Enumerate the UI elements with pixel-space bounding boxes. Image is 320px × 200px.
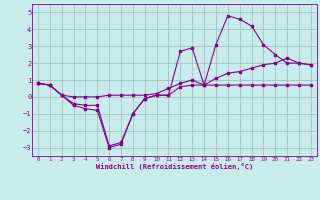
X-axis label: Windchill (Refroidissement éolien,°C): Windchill (Refroidissement éolien,°C) (96, 163, 253, 170)
